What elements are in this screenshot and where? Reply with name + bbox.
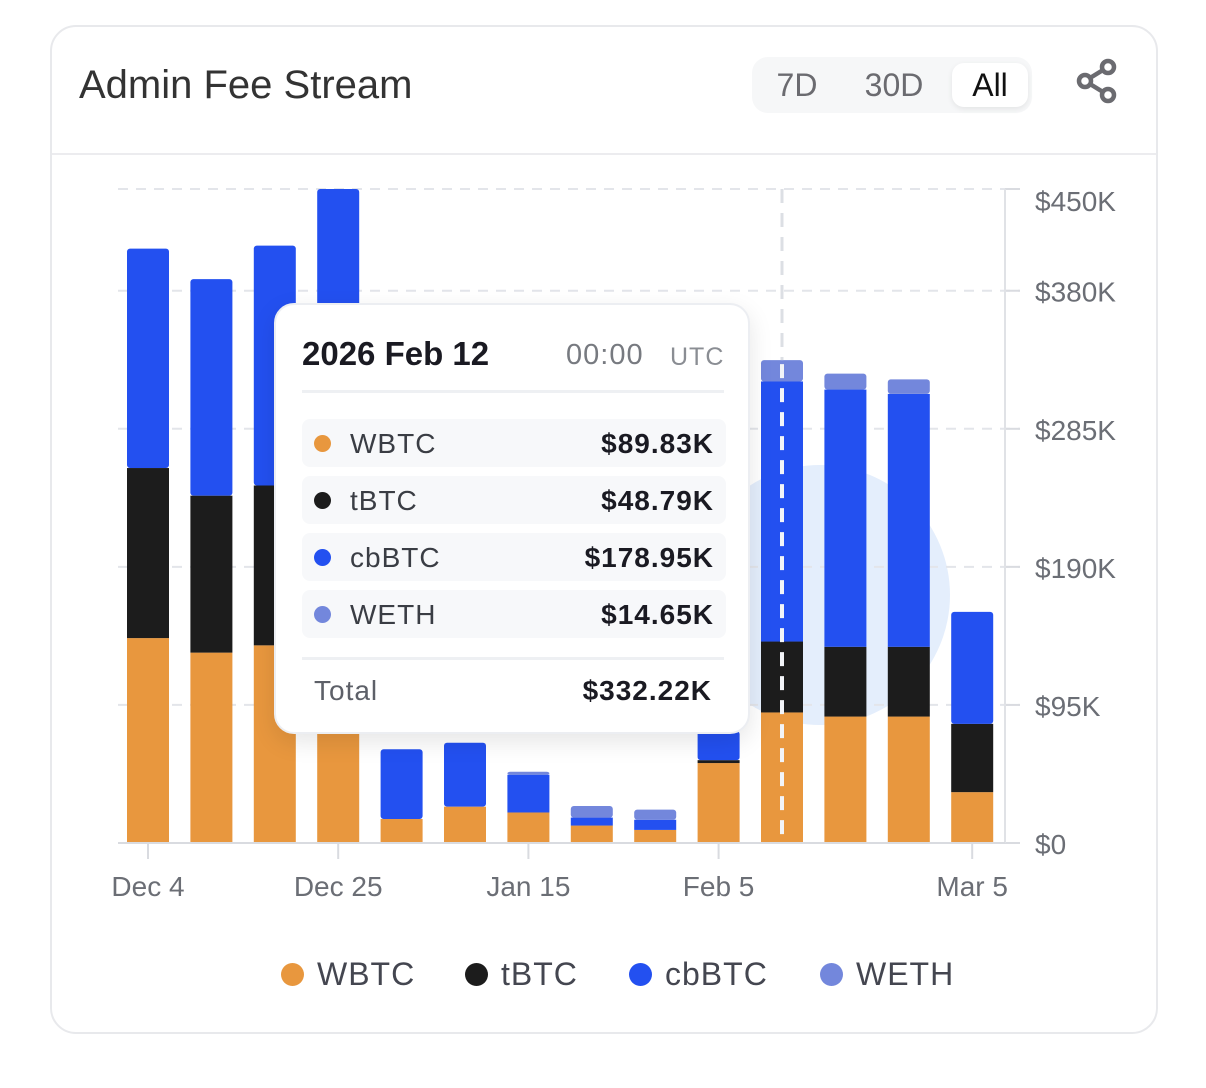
- tooltip-timezone: UTC: [670, 343, 725, 371]
- y-tick-label: $450K: [1035, 186, 1116, 217]
- x-tick-label: Feb 5: [683, 871, 755, 902]
- wbtc-dot-icon: [281, 963, 304, 986]
- bar-segment-wbtc: [951, 792, 994, 843]
- bar-segment-cbbtc: [507, 774, 550, 813]
- tooltip-value: $48.79K: [601, 485, 714, 516]
- tooltip-row-weth: WETH $14.65K: [302, 590, 726, 638]
- bar-segment-wbtc: [444, 806, 486, 843]
- range-all-button[interactable]: All: [952, 63, 1028, 107]
- tooltip-total-value: $332.22K: [582, 675, 712, 706]
- range-30d-button[interactable]: 30D: [864, 67, 924, 103]
- tooltip-row-tbtc: tBTC $48.79K: [302, 476, 726, 524]
- bar-segment-wbtc: [507, 812, 550, 843]
- bar-segment-tbtc: [887, 646, 930, 717]
- tooltip-label: WETH: [350, 599, 437, 630]
- tooltip-divider: [302, 390, 724, 393]
- tbtc-dot-icon: [465, 963, 488, 986]
- bar-segment-cbbtc: [824, 389, 867, 647]
- chart-legend: WBTC tBTC cbBTC WETH: [0, 955, 1206, 995]
- bar-segment-wbtc: [127, 638, 169, 843]
- bar-segment-cbbtc: [951, 611, 994, 724]
- y-tick-label: $285K: [1035, 415, 1116, 446]
- bar-segment-cbbtc: [887, 393, 930, 647]
- bar-segment-tbtc: [824, 646, 867, 717]
- bar-segment-weth: [507, 771, 550, 775]
- x-tick-label: Dec 25: [294, 871, 383, 902]
- bar-segment-cbbtc: [190, 279, 233, 496]
- chart-tooltip: 2026 Feb 12 00:00 UTC WBTC $89.83K tBTC $4…: [274, 303, 750, 734]
- watermark-logo: [690, 465, 950, 725]
- legend-label: WBTC: [317, 956, 416, 992]
- bar-segment-wbtc: [697, 763, 740, 843]
- bar-segment-cbbtc: [380, 749, 423, 820]
- bar-segment-tbtc: [127, 468, 169, 639]
- bar-segment-wbtc: [570, 825, 613, 843]
- bar-segment-wbtc: [190, 652, 233, 843]
- bar-segment-weth: [634, 809, 677, 820]
- bar-segment-wbtc: [824, 716, 867, 843]
- y-tick-label: $0: [1035, 829, 1066, 860]
- weth-dot-icon: [820, 963, 843, 986]
- bar-segment-cbbtc: [127, 248, 169, 469]
- bar-segment-cbbtc: [697, 731, 740, 761]
- range-7d-button[interactable]: 7D: [776, 67, 818, 103]
- tooltip-label: tBTC: [350, 485, 418, 516]
- bar-segment-weth: [570, 805, 613, 818]
- y-tick-label: $190K: [1035, 553, 1116, 584]
- wbtc-dot-icon: [314, 435, 331, 452]
- bar-segment-tbtc: [697, 760, 740, 764]
- bar-segment-wbtc: [887, 716, 930, 843]
- bar-segment-tbtc: [951, 723, 994, 793]
- tooltip-label: cbBTC: [350, 542, 441, 573]
- y-tick-label: $380K: [1035, 277, 1116, 308]
- bar-segment-weth: [824, 373, 867, 390]
- y-tick-label: $95K: [1035, 691, 1101, 722]
- bar-segment-wbtc: [634, 829, 677, 843]
- share-icon[interactable]: [1074, 57, 1122, 105]
- legend-label: WETH: [856, 956, 955, 992]
- cbbtc-dot-icon: [629, 963, 652, 986]
- legend-label: cbBTC: [665, 956, 768, 992]
- range-selector: 7D 30D All: [752, 57, 1032, 113]
- x-tick-label: Mar 5: [936, 871, 1008, 902]
- tooltip-value: $89.83K: [601, 428, 714, 459]
- tooltip-row-cbbtc: cbBTC $178.95K: [302, 533, 726, 581]
- bar-segment-cbbtc: [634, 819, 677, 830]
- bar-segment-wbtc: [380, 819, 423, 843]
- cbbtc-dot-icon: [314, 549, 331, 566]
- x-tick-label: Dec 4: [111, 871, 184, 902]
- tooltip-label: WBTC: [350, 428, 437, 459]
- legend-label: tBTC: [501, 956, 578, 992]
- weth-dot-icon: [314, 606, 331, 623]
- tooltip-value: $14.65K: [601, 599, 714, 630]
- bar-segment-tbtc: [190, 495, 233, 653]
- header-divider: [52, 153, 1156, 155]
- tbtc-dot-icon: [314, 492, 331, 509]
- bar-segment-cbbtc: [570, 817, 613, 826]
- x-tick-label: Jan 15: [486, 871, 570, 902]
- bar-segment-cbbtc: [444, 742, 486, 807]
- tooltip-total-label: Total: [314, 675, 379, 706]
- tooltip-time: 00:00: [566, 339, 644, 371]
- tooltip-divider: [302, 657, 724, 660]
- card-title: Admin Fee Stream: [79, 63, 413, 107]
- tooltip-date: 2026 Feb 12: [302, 335, 490, 372]
- tooltip-row-wbtc: WBTC $89.83K: [302, 419, 726, 467]
- tooltip-value: $178.95K: [584, 542, 714, 573]
- bar-segment-weth: [887, 379, 930, 394]
